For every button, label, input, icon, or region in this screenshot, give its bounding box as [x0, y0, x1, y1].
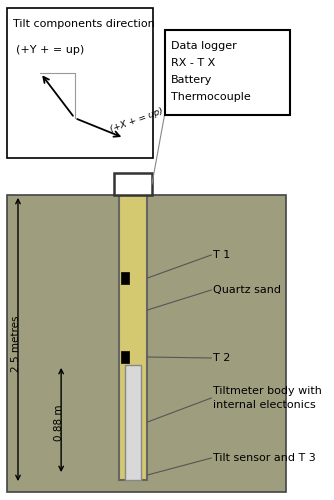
Text: RX - T X: RX - T X	[171, 58, 215, 68]
Text: 2.5 metres: 2.5 metres	[11, 316, 21, 372]
Text: T 2: T 2	[213, 353, 230, 363]
Text: Tilt sensor and T 3: Tilt sensor and T 3	[213, 453, 316, 463]
Bar	[165, 30, 290, 115]
Bar	[121, 272, 130, 284]
Text: Tiltmeter body with
internal electonics: Tiltmeter body with internal electonics	[213, 386, 322, 409]
Text: Tilt components direction: Tilt components direction	[13, 19, 155, 29]
Bar	[114, 173, 152, 195]
Bar	[7, 195, 286, 492]
Text: (+X + = up): (+X + = up)	[109, 106, 164, 134]
Text: (+Y + = up): (+Y + = up)	[16, 45, 85, 55]
Text: T 1: T 1	[213, 250, 230, 260]
Text: Data logger: Data logger	[171, 41, 236, 51]
Bar	[7, 8, 153, 158]
Bar	[125, 365, 141, 480]
Bar	[121, 351, 130, 363]
Text: 0.88 m: 0.88 m	[54, 404, 64, 441]
Text: Thermocouple: Thermocouple	[171, 92, 250, 102]
Bar	[119, 195, 147, 480]
Text: Quartz sand: Quartz sand	[213, 285, 281, 295]
Text: Battery: Battery	[171, 75, 212, 85]
